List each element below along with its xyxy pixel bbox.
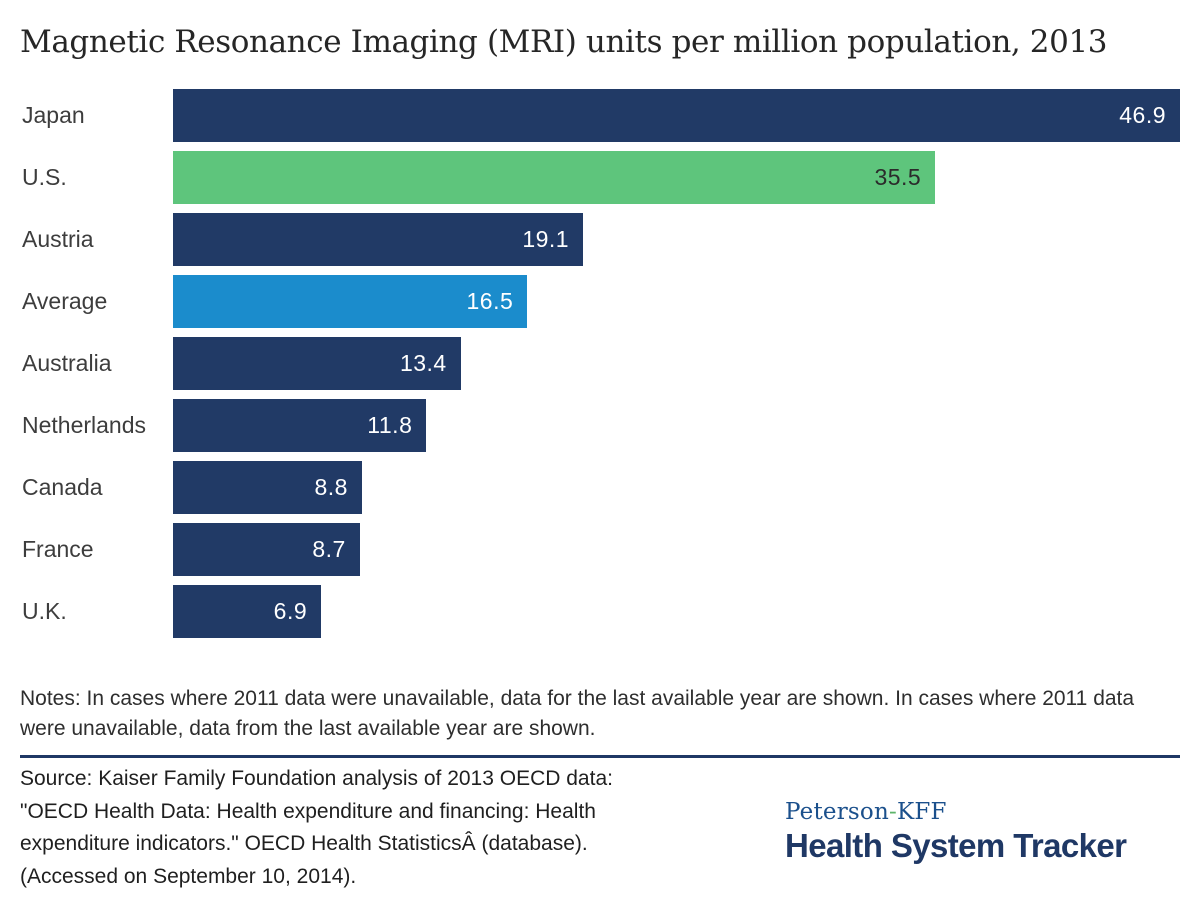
bar-value-label: 8.8 xyxy=(314,473,348,500)
bar-row: Netherlands 11.8 xyxy=(0,394,1180,456)
bar-row: Average 16.5 xyxy=(0,270,1180,332)
bar-value-label: 46.9 xyxy=(1119,101,1166,128)
bar-track: 6.9 xyxy=(173,584,1180,638)
logo-health-system-tracker: Health System Tracker xyxy=(785,827,1127,864)
bar-category-label: Austria xyxy=(22,225,94,252)
bar-category-label: U.K. xyxy=(22,597,67,624)
bar-value-label: 11.8 xyxy=(367,411,413,438)
bar-track: 13.4 xyxy=(173,336,1180,390)
bar-track: 19.1 xyxy=(173,212,1180,266)
bar-row: Australia 13.4 xyxy=(0,332,1180,394)
footer-divider xyxy=(20,755,1180,758)
logo-peterson-kff: Peterson-KFF xyxy=(785,799,1180,825)
source-line: expenditure indicators." OECD Health Sta… xyxy=(20,832,588,855)
bar-track: 46.9 xyxy=(173,88,1180,142)
logo-hyphen: - xyxy=(888,799,897,825)
bar: 11.8 xyxy=(173,398,427,452)
bar: 35.5 xyxy=(173,150,936,204)
bar-row: U.K. 6.9 xyxy=(0,580,1180,642)
bar-row: U.S. 35.5 xyxy=(0,146,1180,208)
bar: 16.5 xyxy=(173,274,528,328)
bar-value-label: 13.4 xyxy=(399,349,447,376)
bar-value-label: 16.5 xyxy=(466,287,514,314)
source-text: Source: Kaiser Family Foundation analysi… xyxy=(20,763,720,893)
source-line: (Accessed on September 10, 2014). xyxy=(20,864,357,888)
bar-value-label: 6.9 xyxy=(273,597,308,624)
bar-category-label: Japan xyxy=(22,101,85,128)
bar: 46.9 xyxy=(173,88,1180,142)
bar-value-label: 35.5 xyxy=(874,163,922,190)
source-line: "OECD Health Data: Health expenditure an… xyxy=(20,799,596,823)
bar-row: France 8.7 xyxy=(0,518,1180,580)
chart-page: Magnetic Resonance Imaging (MRI) units p… xyxy=(0,22,1200,924)
brand-logo: Peterson-KFF Health System Tracker xyxy=(785,763,1180,893)
bar-track: 16.5 xyxy=(173,274,1180,328)
bar: 6.9 xyxy=(173,584,322,638)
bar-row: Japan 46.9 xyxy=(0,84,1180,146)
bar: 8.7 xyxy=(173,522,360,576)
bar-category-label: Average xyxy=(22,287,108,314)
bar-category-label: Australia xyxy=(22,349,112,376)
bar: 19.1 xyxy=(173,212,584,266)
bar-track: 8.7 xyxy=(173,522,1180,576)
bar-category-label: France xyxy=(22,535,94,562)
bar-track: 11.8 xyxy=(173,398,1180,452)
bar: 8.8 xyxy=(173,460,362,514)
bar-value-label: 8.7 xyxy=(312,535,346,562)
bar-category-label: U.S. xyxy=(22,163,67,190)
bar-row: Canada 8.8 xyxy=(0,456,1180,518)
bar-row: Austria 19.1 xyxy=(0,208,1180,270)
bar-track: 8.8 xyxy=(173,460,1180,514)
notes-text: Notes: In cases where 2011 data were una… xyxy=(20,687,1135,740)
bar-category-label: Canada xyxy=(22,473,103,500)
chart-title: Magnetic Resonance Imaging (MRI) units p… xyxy=(20,24,1108,60)
source-line: Source: Kaiser Family Foundation analysi… xyxy=(20,767,613,790)
bar-chart: Japan 46.9 U.S. 35.5 Austria 19.1 Average 16.5 A… xyxy=(0,84,1200,642)
bar-category-label: Netherlands xyxy=(22,411,147,438)
bar-value-label: 19.1 xyxy=(522,225,570,252)
footer: Source: Kaiser Family Foundation analysi… xyxy=(20,763,1180,893)
logo-peterson: Peterson xyxy=(785,799,889,825)
logo-kff: KFF xyxy=(896,799,947,825)
bar-track: 35.5 xyxy=(173,150,1180,204)
bar: 13.4 xyxy=(173,336,461,390)
